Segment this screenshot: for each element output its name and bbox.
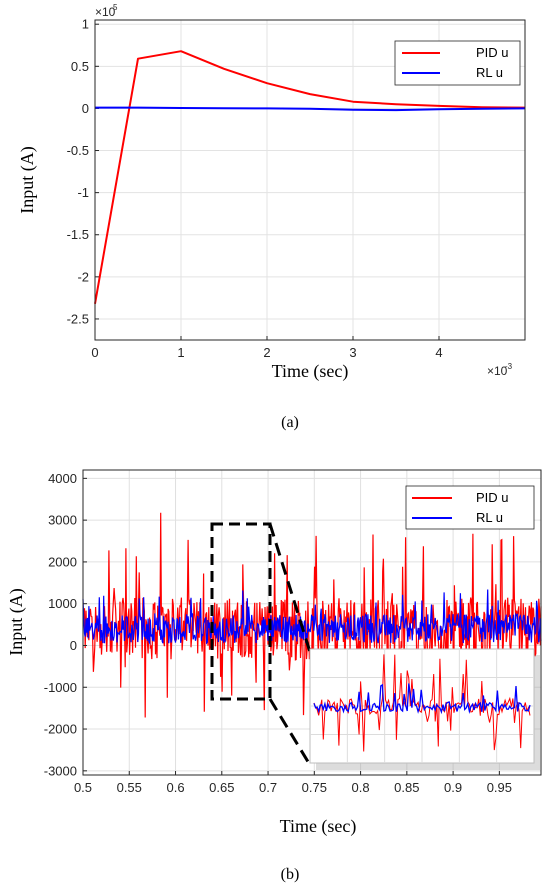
x-tick-label: 0.9 — [444, 780, 462, 795]
y-multiplier-exp-a: 5 — [113, 3, 118, 12]
series-b — [82, 512, 542, 718]
inset-line-rl — [313, 683, 531, 715]
x-tick-label: 0.7 — [259, 780, 277, 795]
x-tick-label: 3 — [349, 345, 356, 360]
panel-b: 0.5 0.55 0.6 0.65 0.7 0.75 0.8 0.85 0.9 0.95 -3000… — [6, 469, 542, 883]
y-tick-label: 4000 — [48, 471, 77, 486]
x-tick-label: 0.65 — [209, 780, 234, 795]
y-axis-label-b: Input (A) — [6, 588, 27, 655]
x-tick-label: 0.75 — [302, 780, 327, 795]
legend-label-pid-a: PID u — [476, 45, 509, 60]
y-multiplier-a: ×10 — [95, 5, 116, 19]
legend-b: PID u RL u — [405, 485, 535, 530]
y-tick-label: 2000 — [48, 554, 77, 569]
y-axis-label-a: Input (A) — [17, 146, 38, 213]
y-tick-label: -0.5 — [67, 143, 89, 158]
legend-label-rl-a: RL u — [476, 65, 503, 80]
x-tick-label: 4 — [435, 345, 442, 360]
zoom-connector-top — [268, 523, 312, 653]
x-tick-label: 2 — [263, 345, 270, 360]
x-axis-label-b: Time (sec) — [280, 816, 357, 837]
zoom-inset — [309, 648, 541, 770]
panel-a: 0 1 2 3 4-2.5-2-1.5-1-0.500.51 ×10 5 ×10 -3 … — [17, 3, 526, 431]
x-tick-label: 0.5 — [74, 780, 92, 795]
legend-box-b — [405, 485, 535, 530]
series-a — [94, 50, 526, 304]
y-tick-label: 0 — [70, 638, 77, 653]
y-tick-label: 0 — [82, 101, 89, 116]
y-tick-label: 1 — [82, 17, 89, 32]
legend-a: PID u RL u — [394, 40, 521, 86]
y-tick-label: 0.5 — [71, 59, 89, 74]
y-tick-label: -2000 — [44, 722, 77, 737]
y-tick-label: -1.5 — [67, 227, 89, 242]
y-tick-label: 1000 — [48, 596, 77, 611]
series-line-rl-a — [95, 106, 526, 112]
y-tick-label: -1000 — [44, 680, 77, 695]
x-tick-label: 0.55 — [117, 780, 142, 795]
y-tick-label: -2.5 — [67, 311, 89, 326]
axes-box-a — [94, 19, 526, 341]
series-line-pid-a — [94, 50, 526, 304]
axes-box-b — [82, 469, 542, 776]
legend-box-a — [394, 40, 521, 86]
zoom-region-box — [210, 522, 272, 701]
ticks-b: 0.5 0.55 0.6 0.65 0.7 0.75 0.8 0.85 0.9 0.95 -3000… — [44, 471, 512, 795]
panel-caption-b: (b) — [281, 866, 300, 883]
x-multiplier-exp-a: -3 — [505, 362, 513, 371]
panel-caption-a: (a) — [281, 414, 299, 431]
x-tick-label: 0.8 — [352, 780, 370, 795]
series-line-rl-b — [82, 589, 542, 646]
x-tick-label: 0.6 — [166, 780, 184, 795]
zoom-marker — [210, 522, 312, 766]
y-tick-label: 3000 — [48, 513, 77, 528]
legend-label-rl-b: RL u — [476, 510, 503, 525]
x-tick-label: 1 — [177, 345, 184, 360]
x-tick-label: 0.95 — [487, 780, 512, 795]
legend-label-pid-b: PID u — [476, 490, 509, 505]
x-tick-label: 0 — [91, 345, 98, 360]
y-tick-label: -3000 — [44, 763, 77, 778]
y-tick-label: -1 — [77, 185, 89, 200]
series-line-pid-b — [82, 512, 542, 718]
x-tick-label: 0.85 — [394, 780, 419, 795]
y-tick-label: -2 — [77, 269, 89, 284]
ticks-a: 0 1 2 3 4 -2.5 -2 -1.5 -1 -0.5 0 0.5 1 — [67, 17, 443, 360]
inset-series — [313, 654, 531, 752]
x-multiplier-a: ×10 — [487, 364, 508, 378]
inset-line-pid — [313, 654, 531, 752]
zoom-connector-bottom — [268, 698, 312, 766]
x-axis-label-a: Time (sec) — [272, 361, 349, 382]
